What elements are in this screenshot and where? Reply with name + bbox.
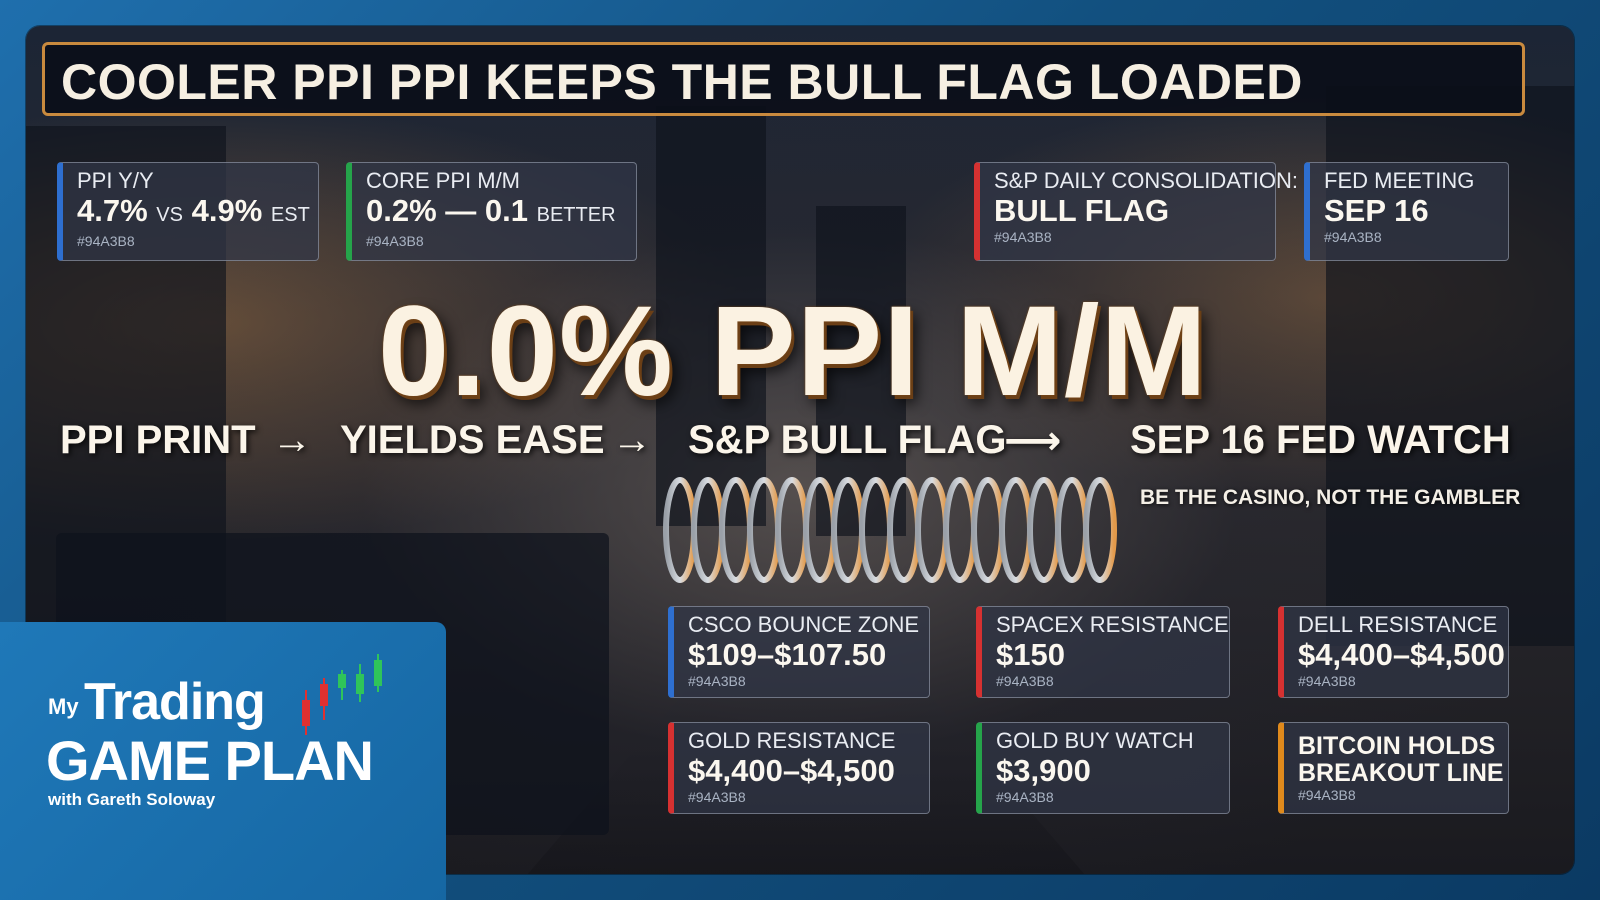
card-title-line2: BREAKOUT LINE xyxy=(1298,759,1504,787)
flow-row: PPI PRINT → YIELDS EASE → S&P BULL FLAG … xyxy=(60,418,1520,468)
card-tag: #94A3B8 xyxy=(996,789,1054,805)
card-value: $3,900 xyxy=(996,753,1091,788)
brand-game-plan: GAME PLAN xyxy=(46,729,374,792)
brand-logo-panel xyxy=(0,622,446,900)
card-tag: #94A3B8 xyxy=(688,789,746,805)
card-tag: #94A3B8 xyxy=(1298,787,1356,803)
brand-trading: Trading xyxy=(84,673,266,731)
flow-step-sp-bull-flag: S&P BULL FLAG xyxy=(688,418,1007,462)
card-label: S&P DAILY CONSOLIDATION: xyxy=(994,168,1299,193)
title-banner: COOLER PPI PPI KEEPS THE BULL FLAG LOADE… xyxy=(42,42,1525,116)
flow-step-yields-ease: YIELDS EASE xyxy=(340,418,605,462)
card-label: GOLD BUY WATCH xyxy=(996,728,1194,753)
card-value: $109–$107.50 xyxy=(688,637,887,672)
core-ppi-card: CORE PPI M/M 0.2% — 0.1 BETTER #94A3B8 xyxy=(346,162,637,261)
spring-coil xyxy=(831,477,865,583)
ppi-actual: 4.7% xyxy=(77,193,148,228)
card-value: SEP 16 xyxy=(1324,193,1429,228)
spacex-card: SPACEX RESISTANCE $150 #94A3B8 xyxy=(976,606,1230,698)
long-arrow-right-icon: ⟶ xyxy=(1004,419,1062,463)
est-text: EST xyxy=(270,204,310,226)
spring-coil xyxy=(971,477,1005,583)
arrow-right-icon: → xyxy=(612,418,652,462)
card-tag: #94A3B8 xyxy=(77,233,135,249)
card-tag: #94A3B8 xyxy=(1324,229,1382,245)
vs-text: VS xyxy=(156,204,183,226)
card-label: CSCO BOUNCE ZONE xyxy=(688,612,920,637)
building-mid-2 xyxy=(816,206,906,536)
spring-coil xyxy=(719,477,753,583)
card-value: BULL FLAG xyxy=(994,193,1170,228)
spring-coil xyxy=(1083,477,1117,583)
spring-coil xyxy=(747,477,781,583)
ppi-yy-card: PPI Y/Y 4.7% VS 4.9% EST #94A3B8 xyxy=(57,162,319,261)
tagline: BE THE CASINO, NOT THE GAMBLER xyxy=(1140,486,1521,509)
sp-consolidation-card: S&P DAILY CONSOLIDATION: BULL FLAG #94A3… xyxy=(974,162,1299,261)
ppi-estimate: 4.9% xyxy=(191,193,263,228)
card-value: $4,400–$4,500 xyxy=(1298,637,1505,672)
building-mid xyxy=(656,106,766,526)
card-label: GOLD RESISTANCE xyxy=(688,728,896,753)
card-label: SPACEX RESISTANCE xyxy=(996,612,1229,637)
core-ppi-value: 0.2% — 0.1 xyxy=(366,193,528,228)
spring-coil xyxy=(915,477,949,583)
dell-card: DELL RESISTANCE $4,400–$4,500 #94A3B8 xyxy=(1278,606,1509,698)
card-label: FED MEETING xyxy=(1324,168,1475,193)
card-tag: #94A3B8 xyxy=(688,673,746,689)
card-tag: #94A3B8 xyxy=(996,673,1054,689)
gold-resistance-card: GOLD RESISTANCE $4,400–$4,500 #94A3B8 xyxy=(668,722,930,814)
bitcoin-card: BITCOIN HOLDS BREAKOUT LINE #94A3B8 xyxy=(1278,722,1509,814)
card-label: PPI Y/Y xyxy=(77,168,154,193)
spring-coil xyxy=(663,477,697,583)
spring-coil xyxy=(803,477,837,583)
brand-host: with Gareth Soloway xyxy=(48,790,216,809)
better-text: BETTER xyxy=(536,204,616,226)
spring-coil xyxy=(887,477,921,583)
spring-coil xyxy=(1027,477,1061,583)
card-value: $150 xyxy=(996,637,1065,672)
card-label: DELL RESISTANCE xyxy=(1298,612,1498,637)
gold-buy-card: GOLD BUY WATCH $3,900 #94A3B8 xyxy=(976,722,1230,814)
card-tag: #94A3B8 xyxy=(366,233,424,249)
card-value: 4.7% VS 4.9% EST xyxy=(77,193,310,233)
card-value: 0.2% — 0.1 BETTER xyxy=(366,193,626,233)
spring-coil xyxy=(1055,477,1089,583)
spring-coil xyxy=(943,477,977,583)
page-title: COOLER PPI PPI KEEPS THE BULL FLAG LOADE… xyxy=(61,54,1303,110)
fed-meeting-card: FED MEETING SEP 16 #94A3B8 xyxy=(1304,162,1509,261)
candlestick-chart-icon xyxy=(302,654,382,735)
spring-coil xyxy=(691,477,725,583)
card-title-line1: BITCOIN HOLDS xyxy=(1298,732,1496,760)
flow-step-ppi-print: PPI PRINT xyxy=(60,418,256,462)
spring-coil xyxy=(775,477,809,583)
flow-step-fed-watch: SEP 16 FED WATCH xyxy=(1130,418,1511,462)
csco-card: CSCO BOUNCE ZONE $109–$107.50 #94A3B8 xyxy=(668,606,930,698)
spring-coil xyxy=(999,477,1033,583)
card-label: CORE PPI M/M xyxy=(366,168,521,193)
card-value: $4,400–$4,500 xyxy=(688,753,895,788)
brand-my: My xyxy=(48,694,79,719)
coil-spring-icon xyxy=(663,477,1117,583)
spring-coil xyxy=(859,477,893,583)
headline: 0.0% PPI M/M xyxy=(378,280,1208,423)
card-tag: #94A3B8 xyxy=(994,229,1052,245)
arrow-right-icon: → xyxy=(272,418,312,462)
card-tag: #94A3B8 xyxy=(1298,673,1356,689)
